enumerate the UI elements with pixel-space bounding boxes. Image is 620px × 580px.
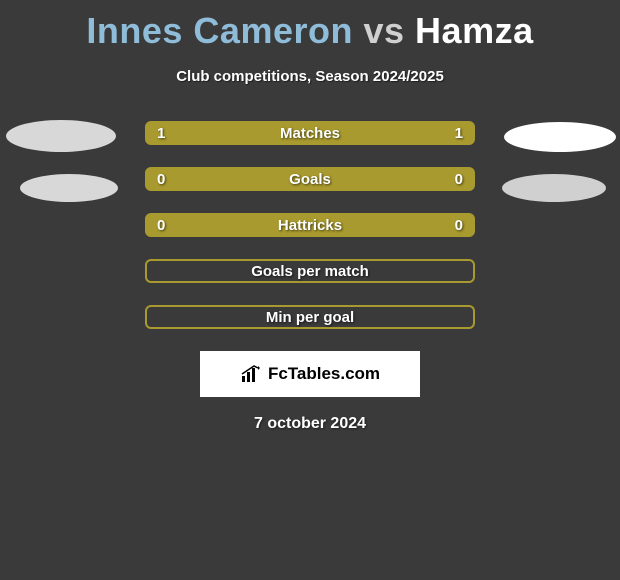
stat-label: Goals per match (251, 263, 369, 280)
badge-text: FcTables.com (268, 364, 380, 384)
source-badge[interactable]: FcTables.com (200, 351, 420, 397)
stat-row-goals: 0 Goals 0 (145, 167, 475, 191)
stat-right-value: 1 (455, 125, 463, 142)
stat-label: Goals (289, 171, 331, 188)
stat-row-goals-per-match: Goals per match (145, 259, 475, 283)
stat-row-matches: 1 Matches 1 (145, 121, 475, 145)
vs-text: vs (363, 10, 404, 51)
player1-avatar-bottom (20, 174, 118, 202)
stat-label: Min per goal (266, 309, 354, 326)
stat-label: Hattricks (278, 217, 342, 234)
player2-avatar-top (504, 122, 616, 152)
player1-avatar-top (6, 120, 116, 152)
comparison-title: Innes Cameron vs Hamza (0, 0, 620, 52)
subtitle: Club competitions, Season 2024/2025 (0, 68, 620, 85)
player1-name: Innes Cameron (86, 10, 353, 51)
stat-right-value: 0 (455, 217, 463, 234)
stat-right-value: 0 (455, 171, 463, 188)
stat-left-value: 0 (157, 171, 165, 188)
chart-icon (240, 364, 262, 384)
stats-container: 1 Matches 1 0 Goals 0 0 Hattricks 0 Goal… (145, 121, 475, 329)
stat-row-hattricks: 0 Hattricks 0 (145, 213, 475, 237)
stat-left-value: 0 (157, 217, 165, 234)
date-text: 7 october 2024 (0, 415, 620, 433)
stat-label: Matches (280, 125, 340, 142)
stat-row-min-per-goal: Min per goal (145, 305, 475, 329)
player2-name: Hamza (415, 10, 534, 51)
player2-avatar-bottom (502, 174, 606, 202)
stat-left-value: 1 (157, 125, 165, 142)
